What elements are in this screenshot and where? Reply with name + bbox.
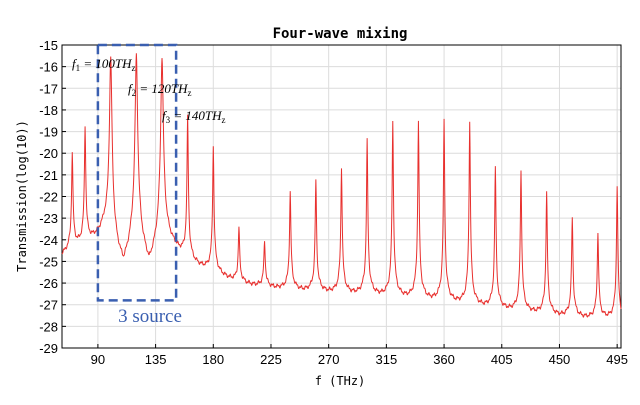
f3-annotation: f3 = 140THz bbox=[162, 108, 226, 125]
x-tick-label: 135 bbox=[145, 352, 167, 367]
y-tick-label: -24 bbox=[39, 233, 58, 248]
y-tick-label: -17 bbox=[39, 81, 58, 96]
y-tick-label: -15 bbox=[39, 38, 58, 53]
y-tick-label: -16 bbox=[39, 60, 58, 75]
x-tick-label: 450 bbox=[549, 352, 571, 367]
x-tick-label: 360 bbox=[433, 352, 455, 367]
x-tick-label: 405 bbox=[491, 352, 513, 367]
y-axis-label: Transmission(log(10)) bbox=[15, 120, 29, 272]
x-tick-label: 180 bbox=[202, 352, 224, 367]
y-tick-label: -21 bbox=[39, 168, 58, 183]
transmission-series-line bbox=[61, 53, 622, 318]
x-tick-label: 495 bbox=[606, 352, 628, 367]
x-tick-label: 315 bbox=[376, 352, 398, 367]
axis-ticks: 90 135 180 225 270 315 360 405 450 495 -15 -16 -17 -1… bbox=[39, 38, 628, 367]
y-tick-label: -18 bbox=[39, 103, 58, 118]
y-tick-label: -19 bbox=[39, 125, 58, 140]
x-tick-label: 270 bbox=[318, 352, 340, 367]
chart-title: Four-wave mixing bbox=[273, 26, 408, 42]
f1-annotation: f1 = 100THz bbox=[72, 56, 136, 73]
f2-annotation: f2 = 120THz bbox=[128, 81, 192, 98]
y-tick-label: -26 bbox=[39, 276, 58, 291]
y-tick-label: -22 bbox=[39, 190, 58, 205]
y-tick-label: -20 bbox=[39, 146, 58, 161]
x-tick-label: 225 bbox=[260, 352, 282, 367]
x-axis-label: f (THz) bbox=[315, 374, 366, 388]
y-tick-label: -25 bbox=[39, 254, 58, 269]
y-tick-label: -29 bbox=[39, 341, 58, 356]
x-tick-label: 90 bbox=[91, 352, 105, 367]
y-tick-label: -27 bbox=[39, 298, 58, 313]
y-tick-label: -23 bbox=[39, 211, 58, 226]
source-highlight-box bbox=[96, 43, 178, 302]
source-box-label: 3 source bbox=[118, 306, 182, 327]
y-tick-label: -28 bbox=[39, 319, 58, 334]
